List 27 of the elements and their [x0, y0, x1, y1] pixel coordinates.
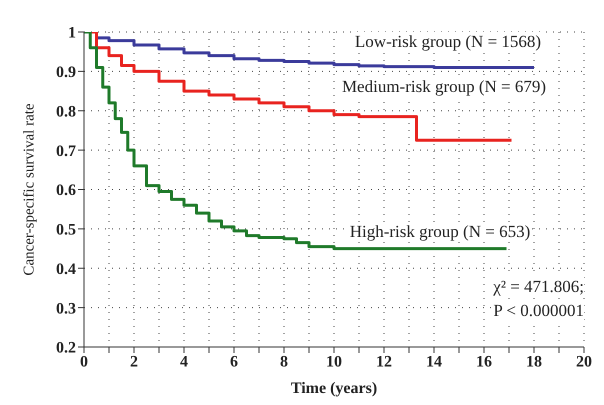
y-tick-label: 0.2 [56, 340, 76, 357]
x-tick-label: 6 [230, 353, 238, 370]
annotation: Medium-risk group (N = 679) [342, 77, 546, 96]
x-tick-label: 8 [280, 353, 288, 370]
x-tick-label: 18 [526, 353, 542, 370]
y-tick-label: 0.5 [56, 222, 76, 239]
x-tick-label: 10 [326, 353, 342, 370]
x-tick-label: 4 [180, 353, 188, 370]
y-axis-title: Cancer-specific survival rate [21, 103, 38, 276]
x-tick-label: 14 [426, 353, 442, 370]
x-tick-label: 12 [376, 353, 392, 370]
annotation: Low-risk group (N = 1568) [354, 32, 542, 51]
x-tick-label: 20 [576, 353, 592, 370]
y-tick-label: 0.3 [56, 300, 76, 318]
annotation: P < 0.000001 [493, 301, 584, 320]
y-tick-label: 0.6 [56, 182, 76, 200]
x-axis-title: Time (years) [290, 380, 378, 397]
annotation: High-risk group (N = 653) [350, 222, 530, 241]
y-tick-label: 0.8 [56, 103, 76, 120]
y-tick-label: 1 [68, 24, 76, 42]
y-tick-label: 0.9 [56, 64, 76, 82]
x-tick-label: 16 [476, 353, 492, 370]
annotation: χ² = 471.806; [493, 277, 584, 296]
y-tick-label: 0.4 [56, 260, 76, 278]
y-tick-label: 0.7 [56, 142, 76, 160]
x-tick-label: 0 [80, 353, 88, 370]
x-tick-label: 2 [130, 353, 138, 370]
